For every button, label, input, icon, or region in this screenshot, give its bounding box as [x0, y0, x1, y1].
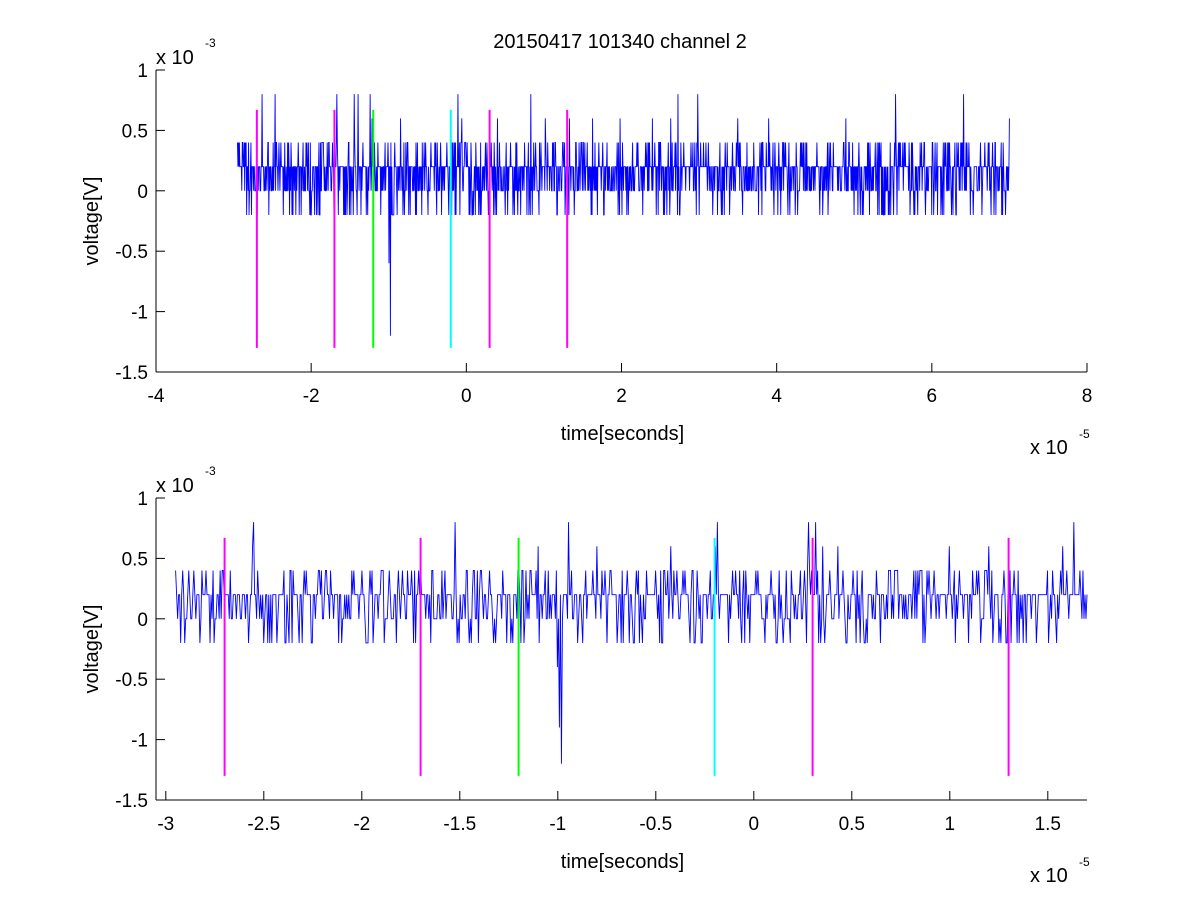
bottom-subplot: 1 0.5 0 -0.5 -1 -1.5 -3 -2.5 -2 -1.5 -1 -0.5 0 0.5 1 1.…	[81, 464, 1090, 887]
x-exponent-power: -5	[1079, 427, 1090, 441]
x-tick-label: 0	[749, 814, 760, 835]
y-tick-label: 1	[137, 489, 148, 510]
x-tick-label: 1.5	[1035, 814, 1061, 835]
x-exponent-base: x 10	[1030, 865, 1068, 887]
x-tick-label: -2.5	[247, 814, 280, 835]
y-tick-label: -1.5	[115, 363, 148, 384]
x-axis-label: time[seconds]	[561, 851, 684, 873]
y-tick-label: 0.5	[122, 121, 148, 142]
y-tick-label: 1	[137, 61, 148, 82]
x-tick-label: -1	[549, 814, 566, 835]
y-tick-label: 0	[137, 182, 148, 203]
y-tick-label: -0.5	[115, 670, 148, 691]
x-tick-label: -3	[157, 814, 174, 835]
y-axis-label: voltage[V]	[81, 177, 103, 266]
y-exponent-power: -3	[205, 36, 216, 50]
x-exponent-power: -5	[1079, 855, 1090, 869]
y-exponent-base: x 10	[156, 47, 194, 69]
x-tick-label: 8	[1082, 386, 1093, 407]
signal-trace	[237, 94, 1010, 336]
x-tick-label: -2	[303, 386, 320, 407]
x-tick-label: 0.5	[839, 814, 865, 835]
y-tick-label: -0.5	[115, 242, 148, 263]
y-tick-label: -1.5	[115, 791, 148, 812]
x-tick-label: -0.5	[639, 814, 672, 835]
x-tick-label: 4	[771, 386, 782, 407]
x-tick-label: -4	[148, 386, 165, 407]
x-tick-label: 6	[927, 386, 938, 407]
y-axis-label: voltage[V]	[81, 605, 103, 694]
y-tick-label: 0.5	[122, 549, 148, 570]
top-subplot: 1 0.5 0 -0.5 -1 -1.5-4 -2 0 2 4 6 8 time[seconds] vol…	[81, 36, 1092, 459]
y-tick-label: 0	[137, 610, 148, 631]
x-tick-label: -2	[353, 814, 370, 835]
y-tick-label: -1	[131, 303, 148, 324]
x-tick-label: 1	[945, 814, 956, 835]
y-exponent-power: -3	[205, 464, 216, 478]
x-axis-label: time[seconds]	[561, 423, 684, 445]
signal-trace	[175, 522, 1088, 764]
figure-title: 20150417 101340 channel 2	[493, 31, 747, 53]
y-tick-label: -1	[131, 731, 148, 752]
x-tick-label: -1.5	[443, 814, 476, 835]
x-tick-label: 0	[461, 386, 472, 407]
x-exponent-base: x 10	[1030, 437, 1068, 459]
y-exponent-base: x 10	[156, 475, 194, 497]
x-tick-label: 2	[616, 386, 627, 407]
